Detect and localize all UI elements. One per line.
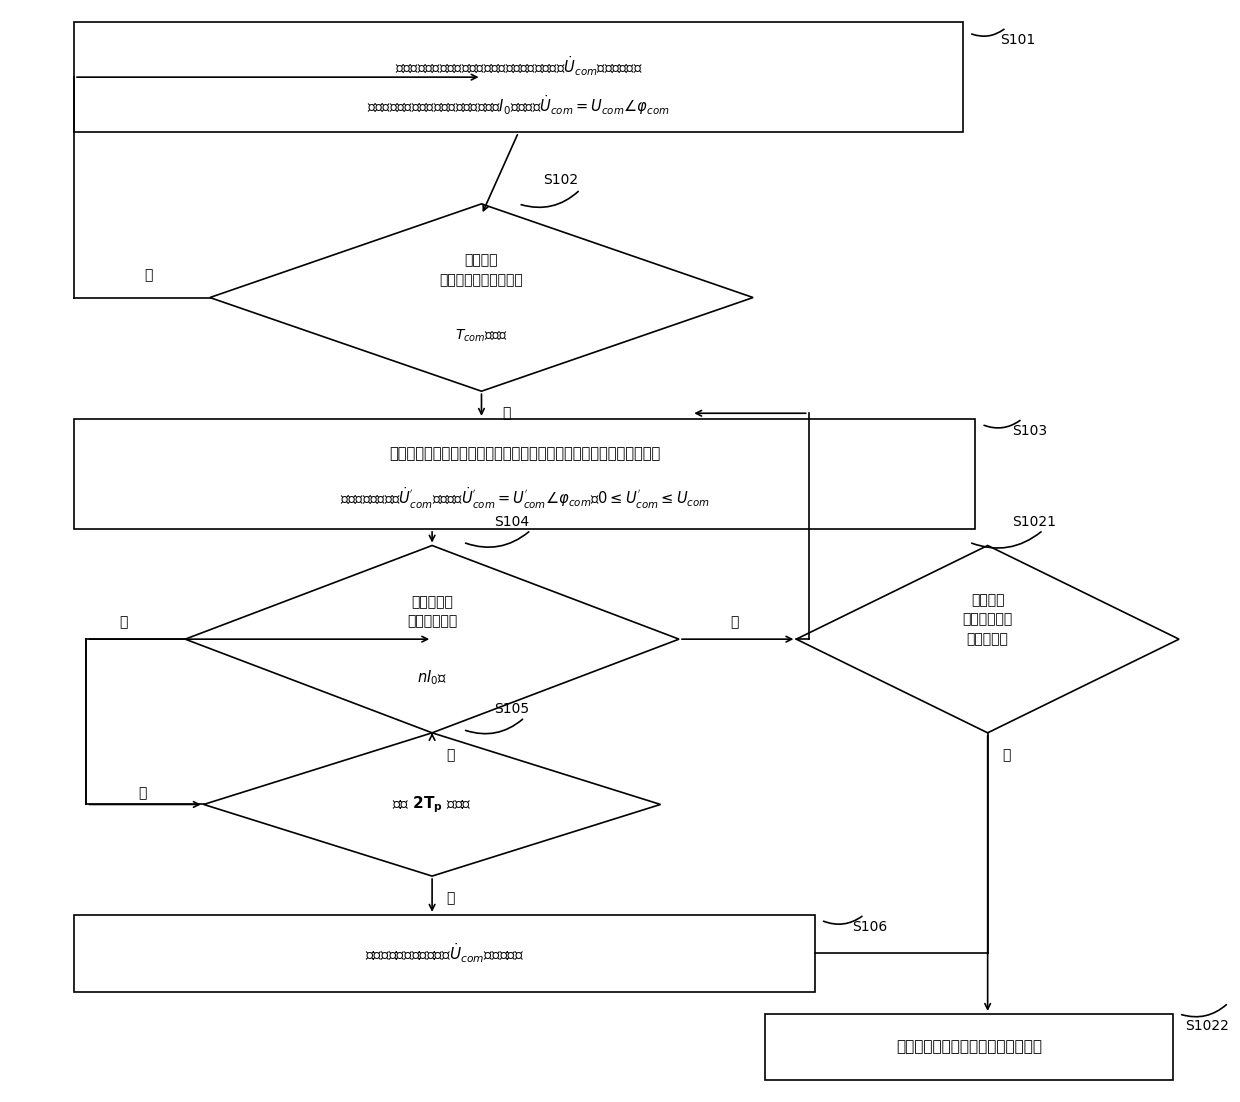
Text: S105: S105: [494, 702, 529, 716]
Text: 否: 否: [144, 269, 153, 282]
FancyBboxPatch shape: [765, 1014, 1173, 1080]
Text: 控制所述可控电压源保持输出电压相位不变，减小输出幅值，使所述可: 控制所述可控电压源保持输出电压相位不变，减小输出幅值，使所述可: [389, 446, 661, 462]
Text: 是: 是: [446, 892, 455, 905]
Text: 电网系统
单相接地事件发生经过: 电网系统 单相接地事件发生经过: [440, 253, 523, 287]
Text: 以及控制所述可控电压源输出电流幅值为$I_0$，其中，$\dot{U}_{com}=U_{com}\angle\varphi_{com}$: 以及控制所述可控电压源输出电流幅值为$I_0$，其中，$\dot{U}_{com…: [367, 93, 670, 117]
Text: 控制所述可控电压源输出$\dot{U}_{com}$进行全补偿: 控制所述可控电压源输出$\dot{U}_{com}$进行全补偿: [365, 941, 525, 965]
Text: 是: 是: [502, 407, 511, 420]
Polygon shape: [185, 545, 680, 733]
Text: 响应于电网系统单相接地事件，控制可控电压源输出$\dot{U}_{com}$进行全补偿，: 响应于电网系统单相接地事件，控制可控电压源输出$\dot{U}_{com}$进行…: [394, 54, 642, 78]
Text: 可控电压源
输出电流超过: 可控电压源 输出电流超过: [407, 595, 458, 628]
Text: 是: 是: [1002, 748, 1011, 761]
Text: 否: 否: [119, 616, 128, 629]
FancyBboxPatch shape: [74, 419, 976, 529]
Text: S1021: S1021: [1012, 515, 1056, 529]
Text: S104: S104: [494, 515, 529, 529]
Text: S103: S103: [1012, 424, 1048, 439]
Polygon shape: [203, 733, 661, 876]
Text: 否: 否: [730, 616, 739, 629]
Text: 电网系统
单相接地事件
是否结束？: 电网系统 单相接地事件 是否结束？: [962, 593, 1013, 646]
Text: S101: S101: [999, 33, 1035, 47]
Polygon shape: [796, 545, 1179, 733]
Text: 控电压源输出电压$\dot{U}^{'}_{com}$，其中，$\dot{U}^{'}_{com}=U^{'}_{com}\angle\varphi_{com}: 控电压源输出电压$\dot{U}^{'}_{com}$，其中，$\dot{U}^…: [340, 486, 709, 510]
Text: 否: 否: [138, 787, 146, 800]
Polygon shape: [210, 204, 753, 391]
Text: $T_{com}$时间？: $T_{com}$时间？: [455, 328, 508, 344]
Text: 是: 是: [446, 748, 455, 761]
Text: S102: S102: [543, 173, 578, 187]
FancyBboxPatch shape: [74, 915, 815, 992]
Text: S1022: S1022: [1185, 1019, 1229, 1034]
Text: $nI_0$？: $nI_0$？: [417, 669, 448, 687]
Text: 控制可控电压源停止输出电压并退出: 控制可控电压源停止输出电压并退出: [897, 1039, 1042, 1055]
Text: 经过 $\mathbf{2T_p}$ 时间？: 经过 $\mathbf{2T_p}$ 时间？: [392, 795, 472, 814]
FancyBboxPatch shape: [74, 22, 963, 132]
Text: S106: S106: [852, 920, 887, 934]
